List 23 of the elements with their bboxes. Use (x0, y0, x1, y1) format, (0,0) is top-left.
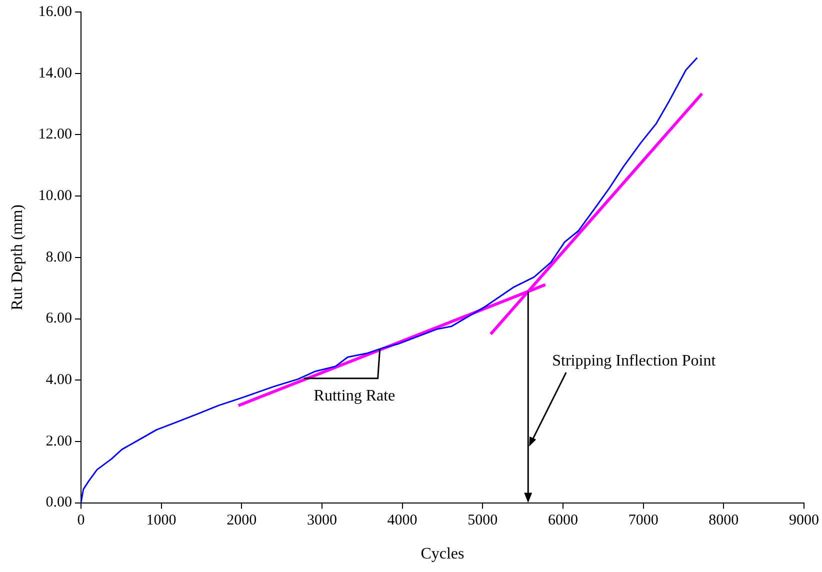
x-tick-label: 6000 (548, 512, 578, 529)
y-tick-label: 14.00 (38, 65, 72, 82)
x-tick-label: 7000 (628, 512, 658, 529)
y-tick-label: 12.00 (38, 126, 72, 143)
x-tick-label: 8000 (708, 512, 739, 529)
y-tick-label: 10.00 (38, 188, 72, 204)
y-tick-label: 2.00 (46, 433, 72, 450)
y-tick-label: 6.00 (46, 310, 72, 327)
y-tick-label: 4.00 (46, 372, 72, 388)
x-axis-title: Cycles (420, 546, 464, 563)
x-tick-label: 2000 (226, 512, 257, 529)
y-tick-label: 16.00 (38, 4, 72, 20)
annotation: Rutting Rate (314, 388, 396, 405)
x-tick-label: 1000 (146, 512, 176, 529)
x-tick-label: 0 (77, 512, 85, 529)
y-tick-label: 0.00 (46, 494, 72, 511)
x-tick-label: 3000 (306, 512, 337, 529)
x-tick-label: 5000 (468, 512, 498, 529)
y-tick-label: 8.00 (46, 249, 72, 266)
x-tick-label: 4000 (387, 512, 418, 529)
x-tick-label: 9000 (789, 512, 819, 529)
annotation: Stripping Inflection Point (552, 352, 716, 370)
y-axis-title: Rut Depth (mm) (8, 204, 26, 310)
